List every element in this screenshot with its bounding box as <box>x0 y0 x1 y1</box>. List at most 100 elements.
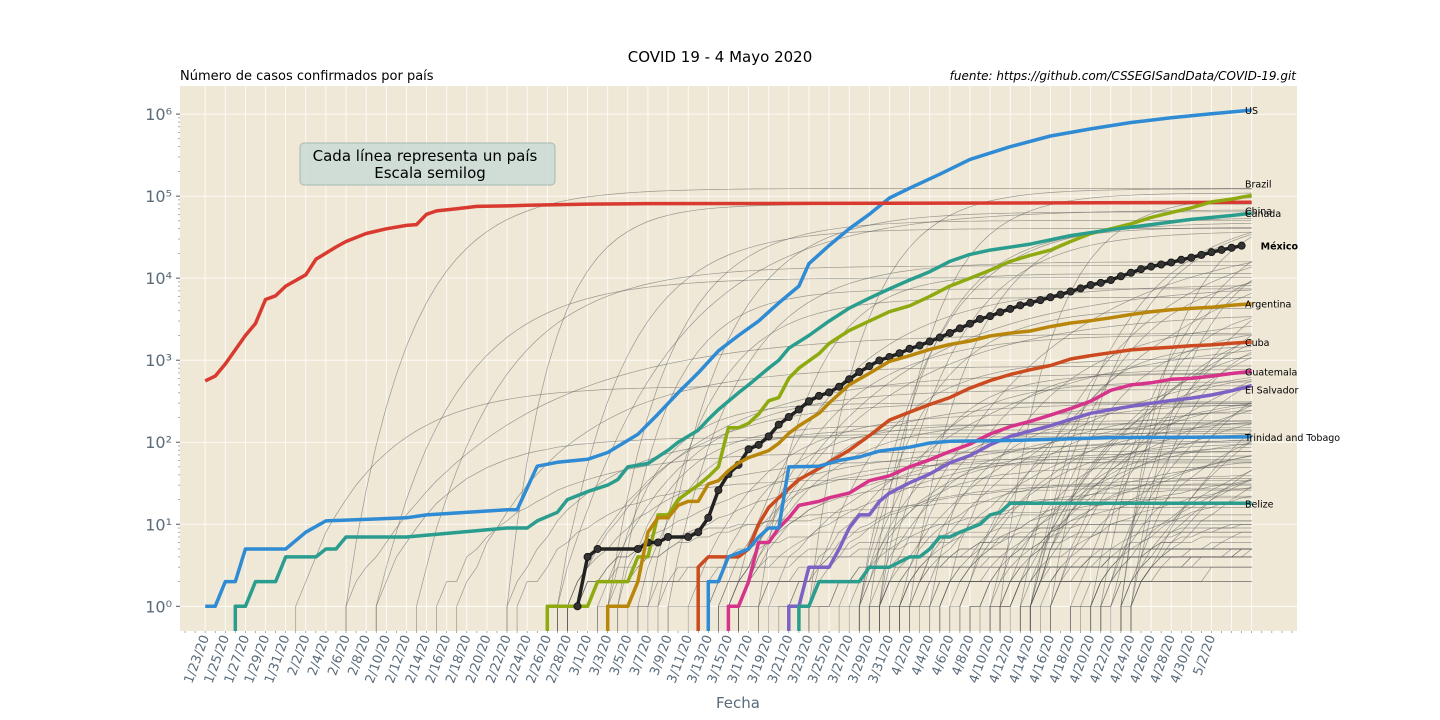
series-point <box>804 397 813 406</box>
series-point <box>1116 272 1125 281</box>
series-point <box>704 513 713 522</box>
background-country-line <box>808 488 1252 631</box>
series-point <box>784 413 793 422</box>
series-label: US <box>1245 106 1258 117</box>
series-label: El Salvador <box>1245 386 1298 397</box>
background-country-line <box>436 451 1252 631</box>
background-country-line <box>979 442 1252 631</box>
series-label: Canada <box>1245 209 1281 220</box>
background-country-line <box>1029 405 1252 631</box>
background-country-line <box>416 265 1252 631</box>
series-point <box>1227 243 1236 252</box>
background-country-line <box>1029 446 1252 631</box>
series-label: China <box>1245 206 1272 217</box>
background-country-line <box>879 373 1252 631</box>
background-country-line <box>939 402 1252 631</box>
background-country-line <box>1120 400 1252 631</box>
series-point <box>895 349 904 358</box>
background-country-line <box>375 277 1252 631</box>
series-label: Argentina <box>1245 300 1291 311</box>
series-point <box>1126 268 1135 277</box>
y-tick-label: 10³ <box>145 351 172 370</box>
series-point <box>1157 260 1166 269</box>
background-country-line <box>858 222 1252 631</box>
background-country-line <box>567 372 1252 631</box>
series-label: Cuba <box>1245 338 1270 349</box>
series-point <box>835 382 844 391</box>
annotation-line-2: Escala semilog <box>374 164 486 182</box>
y-tick-label: 10² <box>145 433 172 452</box>
series-point <box>1036 296 1045 305</box>
series-point <box>1086 280 1095 289</box>
background-country-line <box>879 262 1252 631</box>
background-country-line <box>617 288 1252 631</box>
background-country-line <box>969 455 1252 631</box>
background-country-line <box>959 444 1252 631</box>
series-point <box>925 337 934 346</box>
series-point <box>1016 301 1025 310</box>
highlighted-series <box>204 108 1253 631</box>
series-point <box>935 333 944 342</box>
series-point <box>976 314 985 323</box>
background-country-line <box>667 261 1252 631</box>
background-country-line <box>758 273 1252 631</box>
background-country-line <box>1009 343 1252 631</box>
series-point <box>1046 293 1055 302</box>
y-tick-label: 10⁴ <box>145 269 172 288</box>
background-country-line <box>718 433 1252 631</box>
background-country-line <box>728 285 1252 631</box>
series-point <box>764 432 773 441</box>
series-point <box>1237 241 1246 250</box>
series-line-trinidad-and-tobago <box>706 435 1252 631</box>
series-point <box>855 368 864 377</box>
background-country-line <box>738 419 1252 631</box>
background-country-line <box>1029 556 1252 631</box>
series-point <box>955 324 964 333</box>
background-country-line <box>1130 280 1252 631</box>
background-country-line <box>1100 404 1252 631</box>
series-point <box>1147 262 1156 271</box>
background-country-line <box>637 429 1252 631</box>
series-line-us <box>205 108 1252 609</box>
series-point <box>1026 298 1035 307</box>
background-country-line <box>1120 440 1252 631</box>
series-point <box>1217 245 1226 254</box>
series-line-cuba <box>696 340 1252 631</box>
series-point <box>1076 284 1085 293</box>
background-country-line <box>728 316 1252 631</box>
y-tick-label: 10⁶ <box>145 105 172 124</box>
series-point <box>1066 287 1075 296</box>
series-point <box>865 362 874 371</box>
background-country-line <box>889 520 1252 631</box>
series-point <box>744 445 753 454</box>
background-country-line <box>909 421 1252 631</box>
background-country-line <box>295 385 1252 631</box>
series-point <box>825 388 834 397</box>
series-label: México <box>1261 242 1299 253</box>
series-line-canada <box>233 211 1252 631</box>
series-point <box>905 344 914 353</box>
background-country-line <box>1090 260 1252 631</box>
background-country-line <box>1120 280 1252 631</box>
series-point <box>573 602 582 611</box>
series-point <box>1187 253 1196 262</box>
series-point <box>1106 275 1115 284</box>
series-point <box>1207 248 1216 257</box>
background-country-line <box>567 458 1252 631</box>
background-country-line <box>456 365 1252 631</box>
annotation-line-1: Cada línea representa un país <box>313 147 538 165</box>
background-country-line <box>567 441 1252 631</box>
source-text: fuente: https://github.com/CSSEGISandDat… <box>950 69 1298 83</box>
series-line-guatemala <box>726 369 1252 631</box>
series-point <box>714 486 723 495</box>
series-point <box>684 532 693 541</box>
background-country-line <box>909 404 1252 631</box>
y-tick-label: 10⁰ <box>145 597 172 616</box>
background-country-line <box>858 427 1252 631</box>
y-tick-label: 10⁵ <box>145 187 172 206</box>
chart-subtitle: Número de casos confirmados por país <box>180 69 434 84</box>
background-country-line <box>949 292 1252 631</box>
background-country-line <box>999 439 1252 631</box>
background-country-line <box>506 433 1252 631</box>
